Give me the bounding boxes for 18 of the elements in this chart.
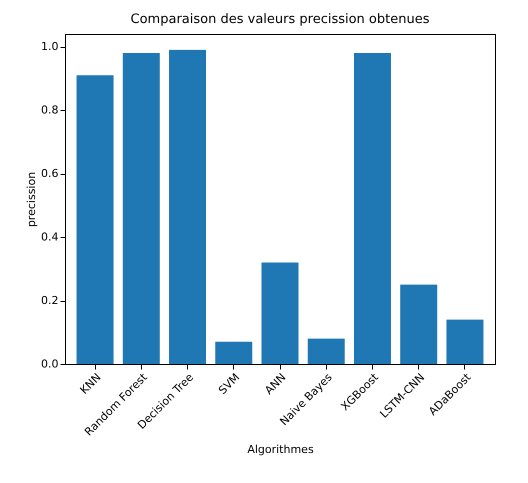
bar [446,320,484,364]
y-tick-label: 1.0 [41,40,58,54]
y-tick-label: 0.0 [41,358,58,370]
bar [354,53,391,364]
y-axis-title: precission [25,172,38,228]
x-axis-title: Algorithmes [247,442,314,456]
chart-title: Comparaison des valeurs precission obtenues [130,12,430,27]
y-tick-label: 0.8 [41,104,58,117]
y-tick-label: 0.4 [41,230,58,244]
bar [308,338,345,364]
bar [262,262,298,364]
bar [400,284,438,364]
bar [215,342,252,364]
y-tick-label: 0.2 [41,294,58,308]
bar [122,53,160,364]
y-tick-label: 0.6 [41,167,58,180]
bar [169,50,206,364]
bar [76,75,114,364]
